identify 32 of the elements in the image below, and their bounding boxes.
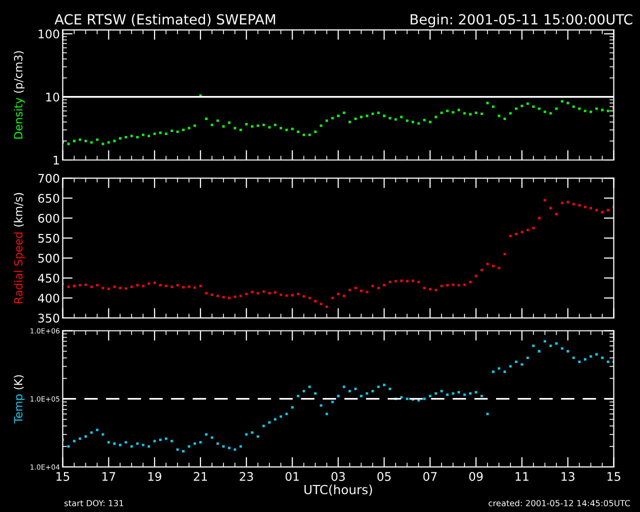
y-axis-title: Density (p/cm3) <box>14 51 25 139</box>
x-tick-label: 15 <box>56 472 70 481</box>
y-axis-title: Radial Speed (km/s) <box>14 193 25 304</box>
y-tick-label: 10 <box>46 92 60 102</box>
y-tick-label: 600 <box>38 214 60 223</box>
x-tick-label: 21 <box>194 472 207 481</box>
x-tick-label: 13 <box>562 472 574 481</box>
y-tick-label: 1 <box>54 156 59 164</box>
x-tick-label: 09 <box>469 472 483 481</box>
x-tick-label: 03 <box>332 472 345 481</box>
text: created: 2001-05-12 14:45:05UTC <box>488 500 630 506</box>
x-tick-label: 11 <box>516 472 528 481</box>
y-tick-label: 700 <box>38 174 60 183</box>
x-axis-title: UTC(hours) <box>304 484 372 496</box>
x-tick-label: 05 <box>377 472 391 481</box>
y-tick-label: 650 <box>38 194 60 203</box>
y-axis-title: Temp (K) <box>14 375 25 424</box>
y-tick-label: 100 <box>38 30 60 38</box>
y-tick-label: 500 <box>38 254 60 263</box>
chart-title: ACE RTSW (Estimated) SWEPAM <box>54 14 276 26</box>
text: start DOY: 131 <box>64 500 124 506</box>
x-tick-label: 23 <box>240 472 253 481</box>
y-tick-label: 550 <box>38 234 60 243</box>
y-tick-label: 450 <box>38 274 60 283</box>
x-tick-label: 19 <box>148 472 162 481</box>
x-tick-label: 17 <box>102 472 116 481</box>
chart-subtitle: Begin: 2001-05-11 15:00:00UTC <box>410 14 632 28</box>
y-tick-label: 400 <box>38 294 60 303</box>
x-tick-label: 07 <box>423 472 437 481</box>
x-tick-label: 01 <box>286 472 299 481</box>
y-tick-label: 350 <box>38 314 60 323</box>
x-tick-label: 15 <box>608 472 620 481</box>
